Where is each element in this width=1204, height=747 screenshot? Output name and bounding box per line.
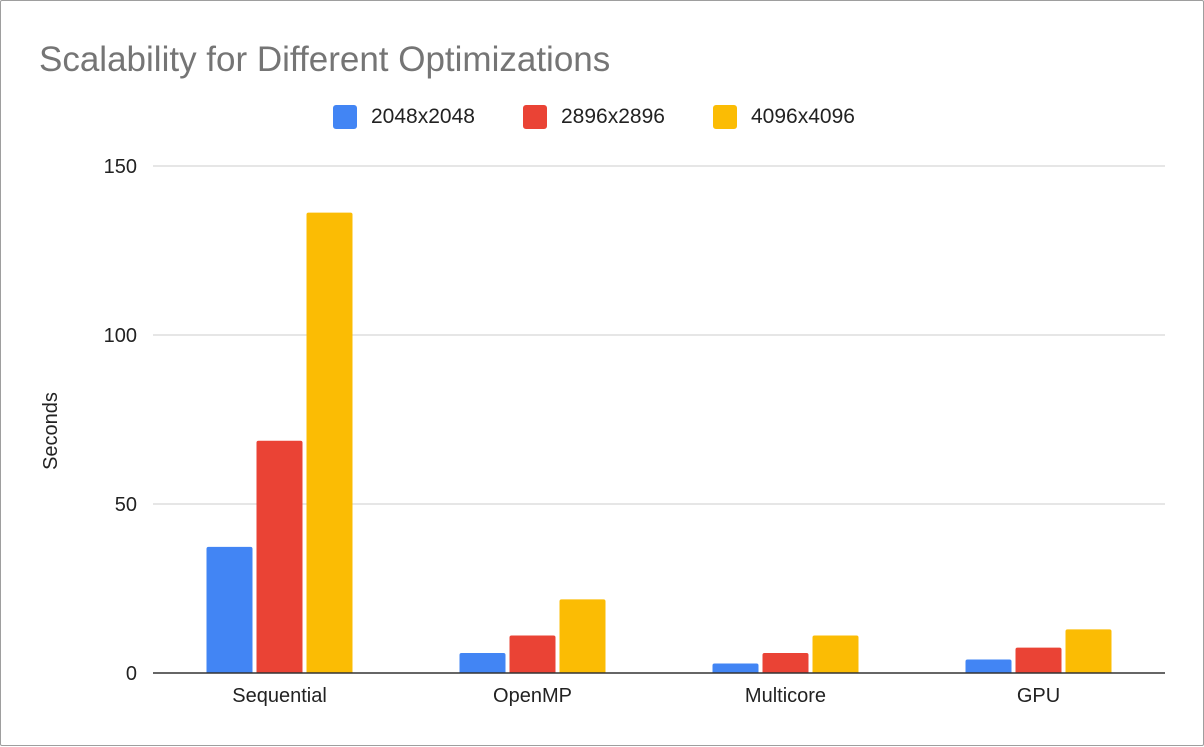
bar-multicore-2048x2048 xyxy=(712,663,759,673)
bar-gpu-2896x2896 xyxy=(1015,647,1062,673)
bar-sequential-4096x4096 xyxy=(306,212,353,674)
y-tick-label: 100 xyxy=(104,325,137,347)
legend-swatch xyxy=(523,105,547,129)
legend-label: 2896x2896 xyxy=(561,105,665,128)
y-tick-label: 150 xyxy=(104,156,137,178)
x-tick-label: Sequential xyxy=(232,685,327,707)
legend-swatch xyxy=(333,105,357,129)
x-tick-label: OpenMP xyxy=(493,685,572,707)
y-tick-label: 0 xyxy=(126,663,137,685)
bar-gpu-4096x4096 xyxy=(1065,629,1112,673)
y-axis-title: Seconds xyxy=(40,392,62,470)
bar-openmp-2048x2048 xyxy=(459,653,506,673)
x-tick-label: Multicore xyxy=(745,685,826,707)
legend-swatch xyxy=(713,105,737,129)
legend: 2048x2048 2896x2896 4096x4096 xyxy=(333,105,855,129)
bar-multicore-2896x2896 xyxy=(762,653,809,673)
x-tick-label: GPU xyxy=(1017,685,1060,707)
bars xyxy=(206,212,1112,674)
bar-sequential-2896x2896 xyxy=(256,440,303,673)
legend-label: 2048x2048 xyxy=(371,105,475,128)
x-axis-ticks: Sequential OpenMP Multicore GPU xyxy=(232,685,1060,707)
bar-gpu-2048x2048 xyxy=(965,659,1012,673)
bar-openmp-2896x2896 xyxy=(509,635,556,673)
y-axis-ticks: 0 50 100 150 xyxy=(104,156,137,685)
bar-openmp-4096x4096 xyxy=(559,599,606,673)
legend-label: 4096x4096 xyxy=(751,105,855,128)
bar-multicore-4096x4096 xyxy=(812,635,859,673)
bar-sequential-2048x2048 xyxy=(206,546,253,673)
gridlines xyxy=(153,165,1165,505)
y-tick-label: 50 xyxy=(115,494,137,516)
chart-title: Scalability for Different Optimizations xyxy=(39,40,610,79)
